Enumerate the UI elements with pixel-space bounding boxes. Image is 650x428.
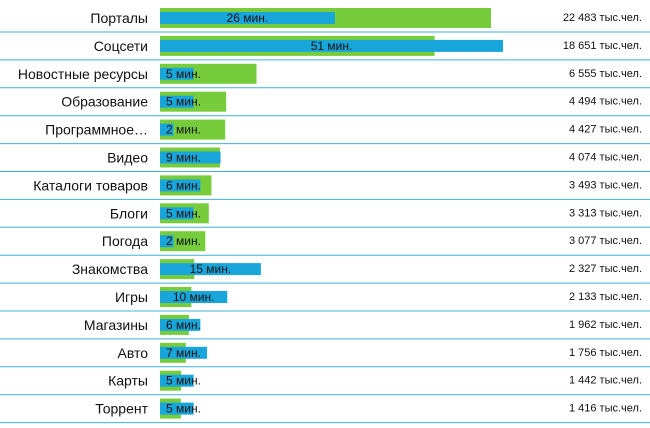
time-bar: [160, 151, 221, 164]
time-bar: [160, 207, 194, 220]
time-label: 15 мин.: [190, 262, 232, 276]
audience-bar: [160, 119, 226, 140]
audience-label: 1 962 тыс.чел.: [569, 319, 642, 331]
time-bar: [160, 318, 201, 331]
time-bar: [160, 12, 335, 24]
time-bar: [160, 346, 208, 359]
time-label: 6 мин.: [166, 178, 201, 192]
audience-label: 3 493 тыс.чел.: [569, 179, 642, 191]
time-label: 26 мин.: [227, 11, 269, 25]
audience-label: 18 651 тыс.чел.: [563, 40, 642, 52]
category-label: Карты: [108, 373, 148, 389]
time-label: 5 мин.: [166, 206, 201, 220]
time-label: 5 мин.: [166, 95, 201, 109]
category-label: Игры: [115, 289, 148, 305]
audience-label: 4 494 тыс.чел.: [569, 96, 642, 108]
audience-label: 2 133 тыс.чел.: [569, 291, 642, 303]
category-label: Соцсети: [94, 38, 148, 54]
category-label: Погода: [102, 233, 148, 249]
audience-label: 6 555 тыс.чел.: [569, 68, 642, 80]
category-label: Новостные ресурсы: [18, 66, 148, 82]
time-bar: [160, 291, 228, 303]
time-bar: [160, 123, 174, 136]
time-label: 10 мин.: [173, 290, 215, 304]
time-label: 51 мин.: [311, 39, 353, 53]
audience-label: 1 756 тыс.чел.: [569, 347, 642, 359]
time-label: 5 мин.: [166, 67, 201, 81]
category-label: Знакомства: [72, 261, 148, 277]
time-label: 7 мин.: [166, 346, 201, 360]
time-label: 5 мин.: [166, 374, 201, 388]
time-bar: [160, 95, 194, 108]
category-label: Торрент: [95, 401, 148, 417]
time-bar: [160, 235, 174, 248]
time-bar: [160, 374, 194, 387]
audience-label: 2 327 тыс.чел.: [569, 263, 642, 275]
time-bar: [160, 67, 194, 80]
category-label: Магазины: [84, 317, 148, 333]
time-label: 2 мин.: [166, 234, 201, 248]
time-label: 9 мин.: [166, 151, 201, 165]
category-label: Программное…: [45, 122, 148, 138]
time-bar: [160, 263, 261, 276]
audience-label: 4 427 тыс.чел.: [569, 124, 642, 136]
time-bar: [160, 179, 201, 192]
category-label: Видео: [107, 150, 148, 166]
audience-label: 1 442 тыс.чел.: [569, 375, 642, 387]
time-label: 5 мин.: [166, 402, 201, 416]
audience-label: 22 483 тыс.чел.: [563, 12, 642, 24]
time-label: 6 мин.: [166, 318, 201, 332]
category-label: Блоги: [110, 205, 148, 221]
audience-label: 3 313 тыс.чел.: [569, 207, 642, 219]
audience-label: 4 074 тыс.чел.: [569, 152, 642, 164]
time-bar: [160, 39, 503, 52]
category-label: Образование: [61, 94, 148, 110]
time-label: 2 мин.: [166, 123, 201, 137]
category-label: Авто: [117, 345, 148, 361]
audience-label: 3 077 тыс.чел.: [569, 235, 642, 247]
time-bar: [160, 402, 194, 415]
category-label: Каталоги товаров: [33, 177, 148, 193]
audience-label: 1 416 тыс.чел.: [569, 403, 642, 415]
category-label: Порталы: [90, 10, 148, 26]
